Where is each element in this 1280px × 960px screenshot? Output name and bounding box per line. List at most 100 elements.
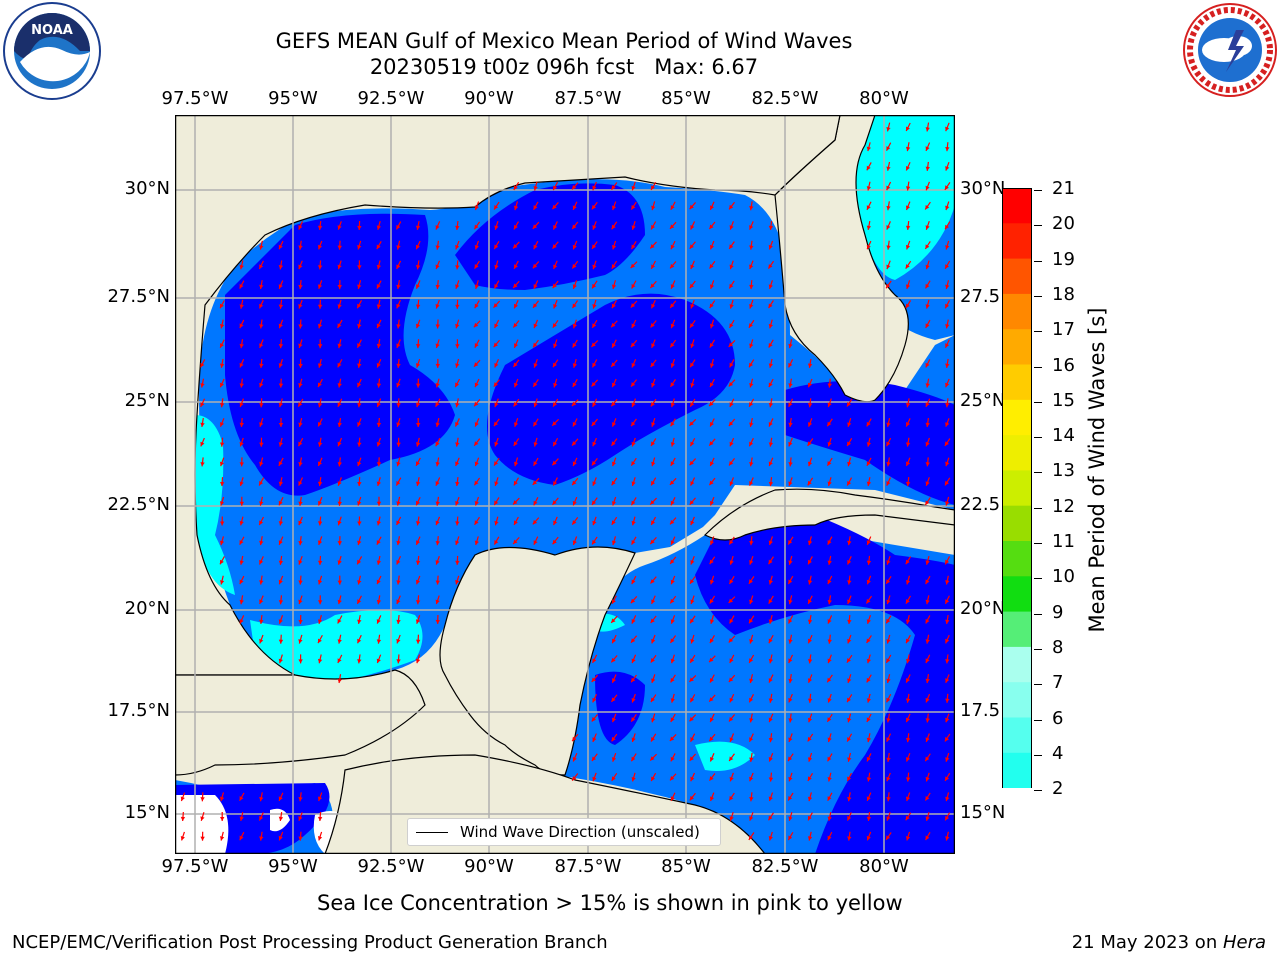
colorbar-tick-mark	[1034, 543, 1042, 544]
colorbar-tick-label: 18	[1052, 284, 1075, 305]
colorbar-segment	[1002, 365, 1032, 401]
lat-tick-label: 30°N	[90, 178, 170, 199]
footer-date: 21 May 2023 on Hera	[1072, 932, 1266, 953]
lon-tick-label: 80°W	[859, 856, 909, 877]
lon-tick-label: 90°W	[464, 88, 514, 109]
lat-tick-label: 22.5°N	[90, 494, 170, 515]
lon-tick-label: 85°W	[661, 88, 711, 109]
lon-tick-label: 95°W	[268, 88, 318, 109]
colorbar-tick-mark	[1034, 790, 1042, 791]
footer-credit: NCEP/EMC/Verification Post Processing Pr…	[12, 932, 608, 953]
sea-ice-note: Sea Ice Concentration > 15% is shown in …	[317, 891, 903, 915]
lon-tick-label: 82.5°W	[752, 856, 819, 877]
lon-tick-label: 97.5°W	[162, 88, 229, 109]
lat-tick-label: 20°N	[90, 598, 170, 619]
colorbar-tick-label: 17	[1052, 319, 1075, 340]
colorbar-tick-mark	[1034, 402, 1042, 403]
colorbar-tick-mark	[1034, 296, 1042, 297]
colorbar-tick-mark	[1034, 649, 1042, 650]
lat-tick-label: 25°N	[90, 390, 170, 411]
map-title: GEFS MEAN Gulf of Mexico Mean Period of …	[0, 28, 1128, 54]
colorbar-segment	[1002, 506, 1032, 542]
colorbar-tick-label: 13	[1052, 460, 1075, 481]
lat-tick-label: 25°N	[960, 390, 1005, 411]
colorbar-label: Mean Period of Wind Waves [s]	[1085, 308, 1109, 633]
lon-tick-label: 95°W	[268, 856, 318, 877]
colorbar-tick-mark	[1034, 437, 1042, 438]
colorbar-tick-label: 9	[1052, 602, 1063, 623]
map-canvas	[175, 115, 955, 854]
lat-tick-label: 17.5	[960, 700, 1000, 721]
legend-label: Wind Wave Direction (unscaled)	[460, 823, 700, 841]
colorbar-tick-mark	[1034, 261, 1042, 262]
colorbar-tick-mark	[1034, 720, 1042, 721]
lon-tick-label: 82.5°W	[752, 88, 819, 109]
lat-tick-label: 17.5°N	[90, 700, 170, 721]
colorbar-segment	[1002, 435, 1032, 471]
colorbar-tick-label: 21	[1052, 178, 1075, 199]
colorbar-segment	[1002, 400, 1032, 436]
lon-tick-label: 92.5°W	[358, 88, 425, 109]
colorbar-segment	[1002, 612, 1032, 648]
map-panel	[175, 115, 955, 854]
colorbar-tick-mark	[1034, 472, 1042, 473]
nodata-region	[175, 795, 228, 854]
colorbar-segment	[1002, 188, 1032, 224]
colorbar-segment	[1002, 541, 1032, 577]
colorbar-segment	[1002, 682, 1032, 718]
colorbar-tick-label: 14	[1052, 425, 1075, 446]
colorbar-tick-mark	[1034, 331, 1042, 332]
lat-tick-label: 20°N	[960, 598, 1005, 619]
colorbar-tick-label: 6	[1052, 708, 1063, 729]
colorbar-tick-mark	[1034, 614, 1042, 615]
colorbar-tick-label: 8	[1052, 637, 1063, 658]
lon-tick-label: 92.5°W	[358, 856, 425, 877]
footer-date-text: 21 May 2023 on	[1072, 932, 1223, 953]
colorbar	[1002, 188, 1034, 788]
colorbar-segment	[1002, 259, 1032, 295]
lat-tick-label: 30°N	[960, 178, 1005, 199]
colorbar-tick-mark	[1034, 755, 1042, 756]
colorbar-tick-label: 4	[1052, 743, 1063, 764]
lat-tick-label: 15°N	[960, 802, 1005, 823]
colorbar-tick-label: 15	[1052, 390, 1075, 411]
colorbar-tick-mark	[1034, 225, 1042, 226]
lat-tick-label: 27.5°N	[90, 286, 170, 307]
colorbar-tick-label: 16	[1052, 355, 1075, 376]
colorbar-tick-label: 10	[1052, 566, 1075, 587]
lon-tick-label: 87.5°W	[555, 856, 622, 877]
colorbar-tick-label: 19	[1052, 249, 1075, 270]
lon-tick-label: 97.5°W	[162, 856, 229, 877]
lon-tick-label: 90°W	[464, 856, 514, 877]
map-subtitle: 20230519 t00z 096h fcst Max: 6.67	[0, 54, 1128, 80]
colorbar-tick-mark	[1034, 508, 1042, 509]
colorbar-segment	[1002, 576, 1032, 612]
footer-host: Hera	[1223, 932, 1266, 953]
colorbar-tick-label: 11	[1052, 531, 1075, 552]
colorbar-tick-label: 7	[1052, 672, 1063, 693]
colorbar-segment	[1002, 470, 1032, 506]
colorbar-tick-label: 2	[1052, 778, 1063, 799]
colorbar-segment	[1002, 294, 1032, 330]
lat-tick-label: 15°N	[90, 802, 170, 823]
colorbar-segment	[1002, 718, 1032, 754]
lon-tick-label: 87.5°W	[555, 88, 622, 109]
colorbar-tick-mark	[1034, 578, 1042, 579]
map-legend: Wind Wave Direction (unscaled)	[407, 818, 721, 846]
lon-tick-label: 85°W	[661, 856, 711, 877]
lat-tick-label: 22.5	[960, 494, 1000, 515]
colorbar-segment	[1002, 329, 1032, 365]
colorbar-segment	[1002, 223, 1032, 259]
nws-logo	[1178, 0, 1280, 104]
lon-tick-label: 80°W	[859, 88, 909, 109]
colorbar-segment	[1002, 647, 1032, 683]
colorbar-tick-label: 20	[1052, 213, 1075, 234]
legend-line-sample	[416, 832, 448, 833]
lat-tick-label: 27.5	[960, 286, 1000, 307]
noaa-logo: NOAA	[0, 0, 106, 108]
colorbar-tick-label: 12	[1052, 496, 1075, 517]
colorbar-tick-mark	[1034, 367, 1042, 368]
colorbar-tick-mark	[1034, 684, 1042, 685]
colorbar-segment	[1002, 753, 1032, 788]
colorbar-tick-mark	[1034, 190, 1042, 191]
